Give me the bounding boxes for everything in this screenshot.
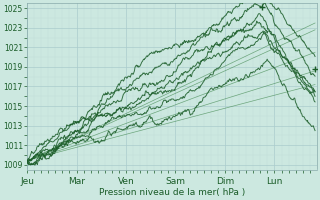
X-axis label: Pression niveau de la mer( hPa ): Pression niveau de la mer( hPa ) [99, 188, 245, 197]
